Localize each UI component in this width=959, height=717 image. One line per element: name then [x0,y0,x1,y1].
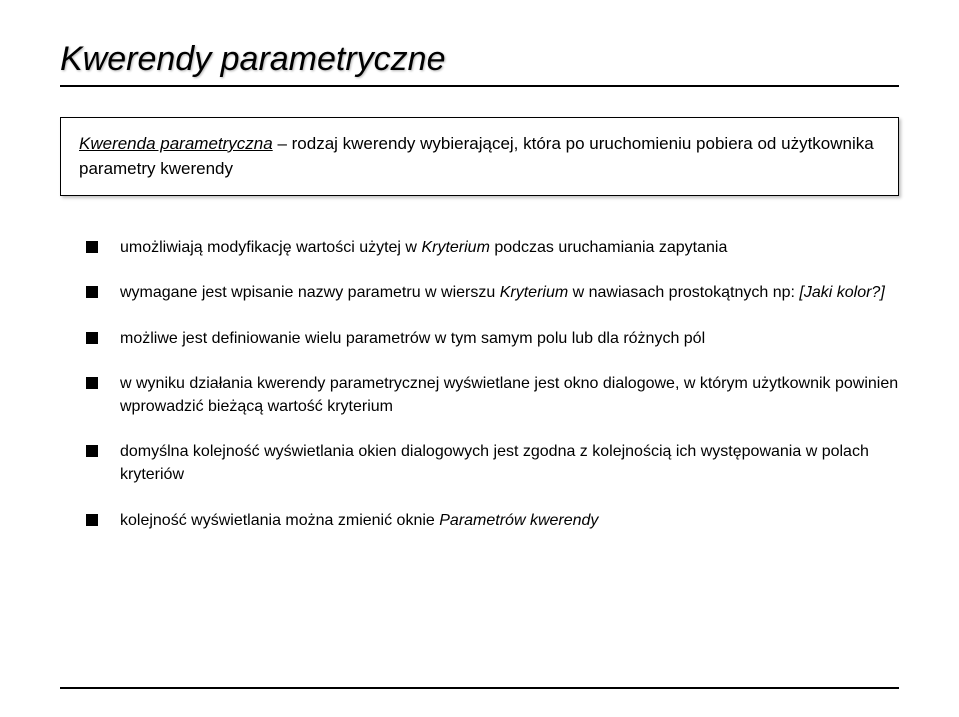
bullet-text-em2: [Jaki kolor?] [799,284,884,301]
bullet-item: możliwe jest definiowanie wielu parametr… [86,327,899,350]
bullet-text-pre: umożliwiają modyfikację wartości użytej … [120,239,421,256]
bullet-text-post: podczas uruchamiania zapytania [490,239,727,256]
bullet-item: kolejność wyświetlania można zmienić okn… [86,509,899,532]
bullet-item: wymagane jest wpisanie nazwy parametru w… [86,281,899,304]
square-bullet-icon [86,377,98,389]
slide: Kwerendy parametryczne Kwerenda parametr… [0,0,959,717]
bullet-text-pre: w wyniku działania kwerendy parametryczn… [120,375,898,415]
bullet-text-pre: domyślna kolejność wyświetlania okien di… [120,443,869,483]
square-bullet-icon [86,332,98,344]
title-underline [60,85,899,87]
bullet-text-em: Kryterium [421,239,489,256]
bullet-text: możliwe jest definiowanie wielu parametr… [120,327,899,350]
square-bullet-icon [86,241,98,253]
definition-term: Kwerenda parametryczna [79,134,273,153]
bullet-item: umożliwiają modyfikację wartości użytej … [86,236,899,259]
bullet-text-em: Parametrów kwerendy [439,512,598,529]
footer-line [60,687,899,689]
square-bullet-icon [86,286,98,298]
bullet-text: kolejność wyświetlania można zmienić okn… [120,509,899,532]
definition-box: Kwerenda parametryczna – rodzaj kwerendy… [60,117,899,196]
bullet-text-pre: kolejność wyświetlania można zmienić okn… [120,512,439,529]
square-bullet-icon [86,514,98,526]
bullet-list: umożliwiają modyfikację wartości użytej … [86,236,899,532]
bullet-text: domyślna kolejność wyświetlania okien di… [120,440,899,486]
bullet-item: w wyniku działania kwerendy parametryczn… [86,372,899,418]
bullet-text: umożliwiają modyfikację wartości użytej … [120,236,899,259]
bullet-text-mid: w nawiasach prostokątnych np: [568,284,799,301]
bullet-text: wymagane jest wpisanie nazwy parametru w… [120,281,899,304]
bullet-text: w wyniku działania kwerendy parametryczn… [120,372,899,418]
bullet-text-em: Kryterium [500,284,568,301]
square-bullet-icon [86,445,98,457]
bullet-item: domyślna kolejność wyświetlania okien di… [86,440,899,486]
definition-dash: – [273,134,292,153]
slide-title: Kwerendy parametryczne [60,40,899,79]
bullet-text-pre: możliwe jest definiowanie wielu parametr… [120,330,705,347]
bullet-text-pre: wymagane jest wpisanie nazwy parametru w… [120,284,500,301]
